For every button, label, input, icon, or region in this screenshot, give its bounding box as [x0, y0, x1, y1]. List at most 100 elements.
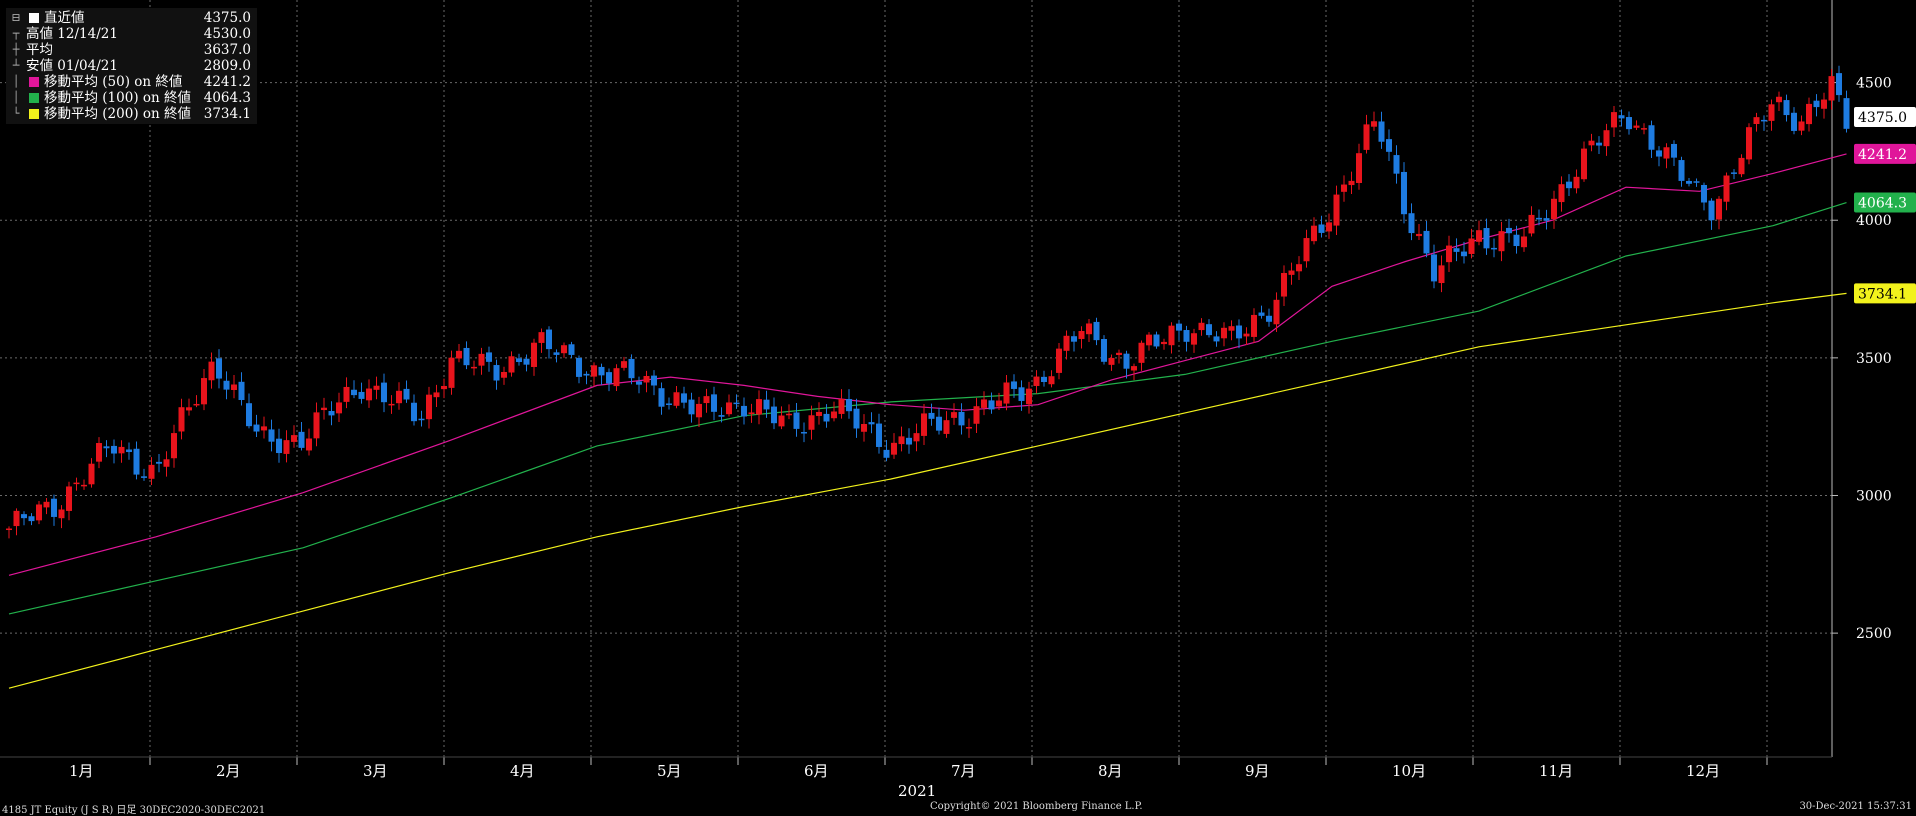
candle-body	[1168, 325, 1175, 346]
candle-body	[1813, 100, 1820, 108]
ma50-swatch	[29, 77, 39, 87]
candle-body	[1348, 180, 1355, 186]
candle-body	[868, 422, 875, 425]
candle-body	[1731, 172, 1737, 174]
candle-body	[246, 403, 252, 427]
last-value-text: 4375.0	[1858, 110, 1907, 126]
candle-body	[1828, 76, 1835, 101]
legend-ma50: │ 移動平均 (50) on 終値 4241.2	[10, 74, 251, 90]
candle-body	[1491, 247, 1497, 250]
legend-last-value: 4375.0	[203, 10, 251, 26]
candle-body	[561, 345, 567, 354]
month-label: 9月	[1245, 762, 1270, 780]
candle-body	[1671, 143, 1677, 158]
legend-low-label: 安値 01/04/21	[26, 58, 118, 74]
candle-body	[1176, 323, 1182, 331]
candle-body	[208, 361, 215, 381]
candle-body	[996, 400, 1002, 407]
candle-body	[786, 413, 792, 416]
candle-body	[1573, 176, 1580, 189]
tree-end-icon: └	[12, 107, 20, 120]
year-label: 2021	[898, 782, 936, 800]
last-value-text: 4064.3	[1858, 196, 1907, 212]
candle-body	[898, 436, 905, 445]
candle-body	[1093, 321, 1100, 341]
candle-body	[1708, 200, 1715, 221]
footer-ticker: 4185 JT Equity (J S R) 日足 30DEC2020-30DE…	[2, 805, 266, 816]
candle-body	[1633, 125, 1640, 128]
y-tick-label: 3000	[1856, 488, 1892, 504]
legend-ma50-label: 移動平均 (50) on 終値	[44, 74, 183, 90]
candle-body	[1288, 270, 1295, 275]
candle-body	[1041, 376, 1047, 383]
candle-body	[1438, 265, 1445, 284]
candle-body	[276, 438, 282, 454]
candle-body	[958, 411, 965, 426]
candle-body	[1011, 381, 1017, 389]
candle-body	[343, 386, 350, 402]
candle-body	[1746, 127, 1752, 160]
candle-body	[148, 464, 155, 479]
candle-body	[658, 388, 665, 407]
candle-body	[418, 418, 425, 421]
last-value-text: 3734.1	[1858, 286, 1907, 302]
candle-body	[523, 358, 530, 365]
candle-body	[1761, 119, 1767, 122]
candle-body	[1408, 213, 1415, 234]
candle-body	[1513, 234, 1520, 247]
candle-body	[463, 347, 470, 366]
candle-body	[1543, 218, 1550, 221]
candle-body	[1026, 388, 1032, 405]
candle-body	[313, 412, 320, 439]
candle-body	[223, 380, 230, 390]
candle-body	[973, 406, 980, 424]
month-label: 2月	[216, 762, 241, 780]
candle-body	[403, 388, 410, 400]
candle-body	[336, 402, 342, 414]
candle-body	[711, 394, 717, 412]
candle-body	[636, 381, 642, 385]
candle-body	[1558, 184, 1565, 203]
candle-body	[501, 371, 507, 378]
candle-body	[1296, 264, 1302, 272]
candle-body	[778, 415, 785, 427]
candle-body	[28, 516, 35, 522]
candle-body	[1018, 387, 1025, 401]
legend-ma50-value: 4241.2	[203, 74, 251, 90]
candle-body	[1258, 312, 1265, 316]
candle-body	[1251, 314, 1257, 337]
legend-high-value: 4530.0	[203, 26, 251, 42]
candle-body	[36, 504, 42, 521]
candle-body	[531, 342, 537, 367]
candle-body	[1063, 335, 1070, 351]
candle-body	[621, 361, 627, 368]
candle-body	[1048, 376, 1055, 385]
legend-low-value: 2809.0	[203, 58, 251, 74]
collapse-icon[interactable]: ⊟	[11, 11, 21, 24]
legend-avg-label: 平均	[26, 42, 53, 58]
candle-body	[6, 528, 12, 531]
candle-body	[1476, 230, 1482, 242]
candle-body	[741, 405, 747, 417]
candle-body	[1446, 245, 1452, 263]
candle-body	[478, 353, 485, 366]
candle-body	[1363, 124, 1370, 150]
candle-body	[1318, 224, 1325, 233]
candle-body	[1656, 150, 1662, 157]
candle-body	[546, 329, 552, 350]
last-value-tag	[1854, 192, 1916, 213]
month-label: 7月	[951, 762, 976, 780]
candle-body	[1663, 147, 1670, 159]
legend-last: ⊟ 直近値 4375.0	[10, 10, 251, 26]
legend-ma200-value: 3734.1	[203, 106, 251, 122]
candle-body	[823, 413, 830, 422]
candle-body	[231, 384, 237, 391]
candle-body	[493, 365, 500, 381]
candle-body	[133, 448, 140, 475]
candle-body	[238, 381, 245, 400]
legend-high-label: 高値 12/14/21	[26, 26, 118, 42]
candle-body	[1341, 184, 1347, 192]
y-tick-label: 4000	[1856, 213, 1892, 229]
candle-body	[426, 394, 432, 420]
candle-body	[853, 408, 860, 429]
